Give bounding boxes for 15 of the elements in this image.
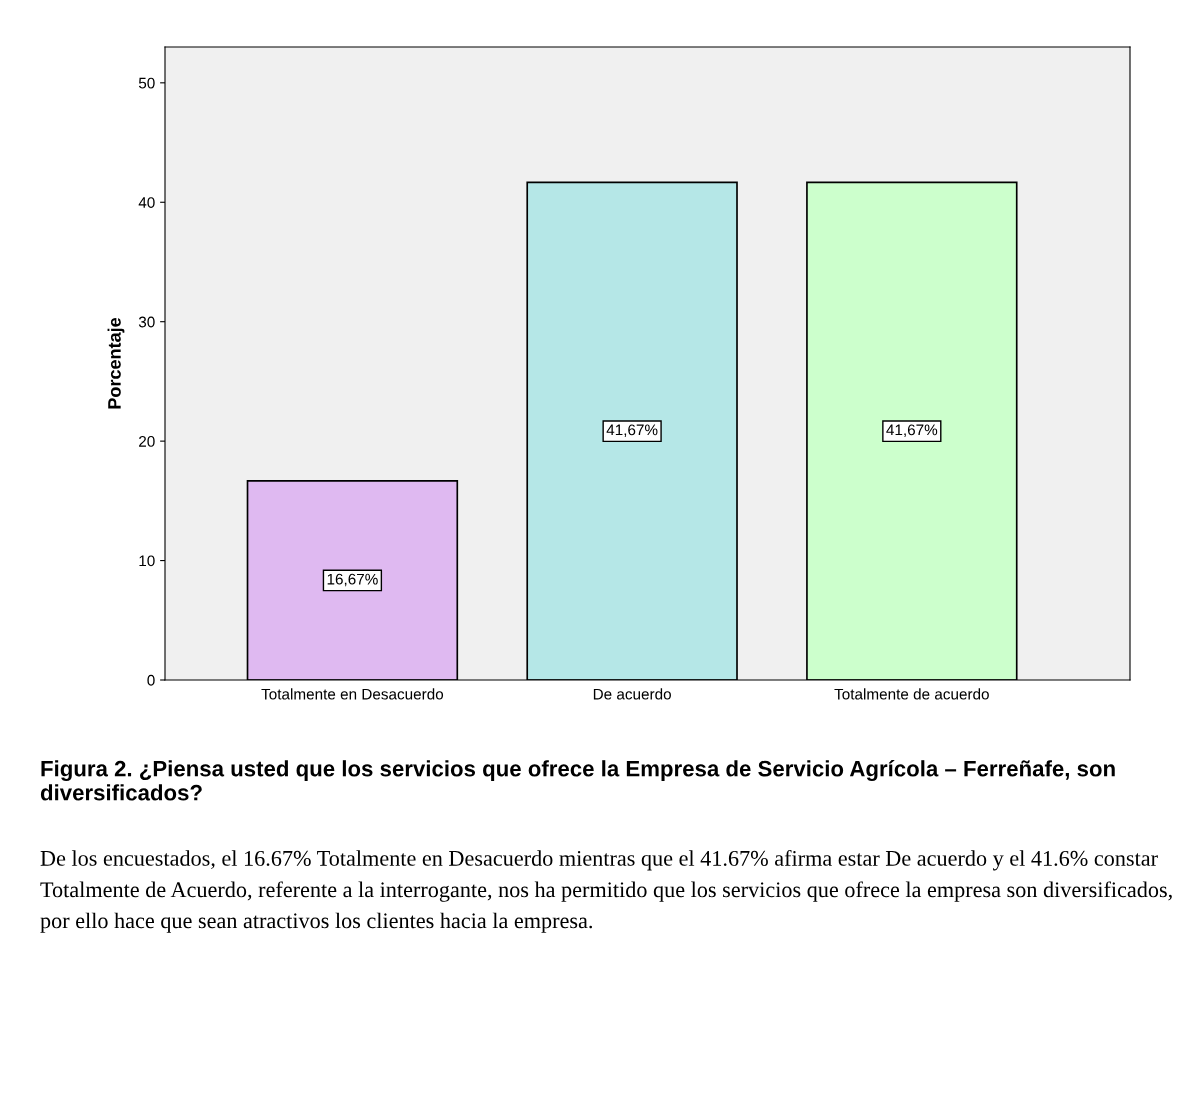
text: Figura 2. ¿Piensa usted que los servicios que ofrece la Empresa de Servicio Agrícola – Ferreñafe, son diversificados? xyxy=(40,760,1115,801)
y-tick-label: 50 xyxy=(138,77,155,89)
y-axis-title: Porcentaje xyxy=(107,317,125,409)
y-tick-label: 0 xyxy=(147,674,155,686)
y-tick-label: 20 xyxy=(139,436,155,447)
data-label: 41,67% xyxy=(606,424,658,438)
text: De los encuestados, el 16.67% Totalmente en Desacuerdo mientras que el 41.67% afirma estar De acuerdo y el 41.6% constar Totalmente de Acuerdo, referente a la interrogante, nos ha permitido que los servicios que ofrece la empresa son diversificados, por ello hace que sean atractivos los clientes hacia la empresa. xyxy=(40,850,1172,933)
x-tick-label: De acuerdo xyxy=(593,688,671,700)
data-label: 41,67% xyxy=(886,424,938,438)
x-tick-label: Totalmente de acuerdo xyxy=(834,688,989,700)
data-label: 16,67% xyxy=(327,573,378,587)
x-tick-label: Totalmente en Desacuerdo xyxy=(261,688,444,700)
y-tick-label: 30 xyxy=(138,316,155,328)
y-tick-label: 40 xyxy=(138,197,155,208)
y-tick-label: 10 xyxy=(139,555,155,567)
